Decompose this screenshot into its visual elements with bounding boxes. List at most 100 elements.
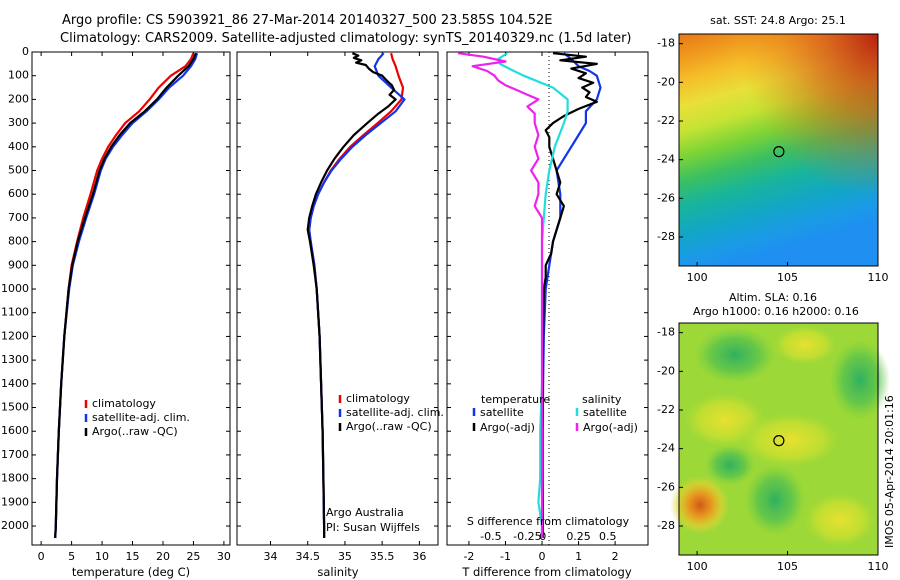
x-tick-label: -1 bbox=[500, 550, 511, 563]
legend-argo: Argo(..raw -QC) bbox=[92, 425, 178, 438]
legend-temperature-heading: temperature bbox=[481, 393, 550, 406]
lon-tick-label: 110 bbox=[868, 271, 889, 284]
temperature-xlabel: temperature (deg C) bbox=[72, 565, 190, 579]
x-tick-label: 34 bbox=[264, 550, 278, 563]
x-tick-label: 0 bbox=[38, 550, 45, 563]
legend-satellite-adj: satellite-adj. clim. bbox=[92, 411, 190, 424]
sla-title-line-1: Altim. SLA: 0.16 bbox=[729, 291, 817, 304]
x-tick-label: 35 bbox=[338, 550, 352, 563]
lat-tick-label: -24 bbox=[657, 442, 675, 455]
argo-australia-label: Argo Australia bbox=[326, 506, 404, 519]
series-argo-raw-qc- bbox=[306, 52, 397, 538]
x-tick-label: 2 bbox=[612, 550, 619, 563]
sla-map-axes: 100 105 110 -18 -20 -22 -24 -26 -28 bbox=[657, 326, 888, 573]
lat-tick-label: -18 bbox=[657, 326, 675, 339]
depth-tick-label: 1500 bbox=[1, 401, 29, 414]
difference-panel: -2 -1 0 1 2-0.5 -0.250 0.25 0.5 T difference fr… bbox=[446, 51, 649, 579]
argo-position-marker bbox=[773, 435, 785, 447]
s-diff-tick-label: 0.25 bbox=[566, 530, 591, 543]
depth-tick-label: 800 bbox=[8, 235, 29, 248]
sla-map-panel: Altim. SLA: 0.16 Argo h1000: 0.16 h2000:… bbox=[657, 291, 890, 573]
title-line-2: Climatology: CARS2009. Satellite-adjuste… bbox=[60, 31, 632, 46]
x-tick-label: 10 bbox=[95, 550, 109, 563]
salinity-panel: 34 34.5 35 35.5 36 salinity climatology sate… bbox=[236, 51, 444, 579]
difference-legend: temperature satellite Argo(-adj) salinit… bbox=[472, 393, 638, 434]
pi-label: PI: Susan Wijffels bbox=[326, 521, 420, 534]
legend-argo: Argo(..raw -QC) bbox=[346, 420, 432, 433]
legend-s-argo: Argo(-adj) bbox=[583, 421, 638, 434]
x-tick-label: 5 bbox=[68, 550, 75, 563]
depth-tick-label: 200 bbox=[8, 92, 29, 105]
legend-s-satellite: satellite bbox=[583, 406, 627, 419]
depth-tick-label: 0 bbox=[22, 45, 29, 58]
salinity-xlabel: salinity bbox=[317, 565, 358, 579]
depth-tick-label: 1300 bbox=[1, 353, 29, 366]
lat-tick-label: -26 bbox=[657, 191, 675, 204]
depth-tick-label: 1800 bbox=[1, 472, 29, 485]
x-tick-label: 0 bbox=[539, 550, 546, 563]
depth-tick-label: 1000 bbox=[1, 282, 29, 295]
legend-salinity-heading: salinity bbox=[582, 393, 622, 406]
legend-satellite-adj: satellite-adj. clim. bbox=[346, 406, 444, 419]
x-tick-label: 15 bbox=[126, 550, 140, 563]
depth-tick-label: 2000 bbox=[1, 519, 29, 532]
legend-t-argo: Argo(-adj) bbox=[480, 421, 535, 434]
x-tick-label: 36 bbox=[412, 550, 426, 563]
series-salinity-satellite bbox=[497, 52, 569, 538]
imos-timestamp: IMOS 05-Apr-2014 20:01:16 bbox=[883, 395, 896, 548]
x-tick-label: 20 bbox=[156, 550, 170, 563]
series-salinity-argo-adj- bbox=[457, 52, 544, 538]
sst-warm-region bbox=[679, 34, 878, 266]
x-tick-label: 30 bbox=[217, 550, 231, 563]
s-difference-label: S difference from climatology bbox=[467, 515, 630, 528]
sst-map-title: sat. SST: 24.8 Argo: 25.1 bbox=[710, 14, 846, 27]
difference-axes-frame bbox=[446, 51, 649, 546]
depth-tick-label: 1100 bbox=[1, 306, 29, 319]
s-diff-tick-label: -0.25 bbox=[513, 530, 541, 543]
x-tick-label: 1 bbox=[575, 550, 582, 563]
depth-tick-label: 1400 bbox=[1, 377, 29, 390]
s-diff-tick-label: 0.5 bbox=[599, 530, 617, 543]
lat-tick-label: -28 bbox=[657, 519, 675, 532]
salinity-depth-ticks bbox=[237, 51, 438, 527]
legend-climatology: climatology bbox=[92, 397, 156, 410]
lat-tick-label: -28 bbox=[657, 230, 675, 243]
legend-climatology: climatology bbox=[346, 392, 410, 405]
sst-map-panel: sat. SST: 24.8 Argo: 25.1 100 105 110 -18 -2… bbox=[657, 14, 888, 284]
salinity-x-axis: 34 34.5 35 35.5 36 bbox=[264, 52, 426, 563]
lat-tick-label: -20 bbox=[657, 364, 675, 377]
difference-series bbox=[457, 52, 602, 538]
difference-x-axis: -2 -1 0 1 2-0.5 -0.250 0.25 0.5 bbox=[463, 52, 619, 563]
x-tick-label: 34.5 bbox=[295, 550, 320, 563]
temperature-panel: 0100200300400500600700800900100011001200… bbox=[1, 45, 231, 579]
lat-tick-label: -20 bbox=[657, 75, 675, 88]
lon-tick-label: 110 bbox=[868, 560, 889, 573]
salinity-legend: climatology satellite-adj. clim. Argo(..… bbox=[338, 392, 444, 433]
depth-tick-label: 300 bbox=[8, 116, 29, 129]
t-difference-xlabel: T difference from climatology bbox=[461, 565, 632, 579]
x-tick-label: 35.5 bbox=[370, 550, 395, 563]
legend-t-satellite: satellite bbox=[480, 406, 524, 419]
lat-tick-label: -24 bbox=[657, 153, 675, 166]
temperature-series bbox=[54, 52, 199, 538]
sla-map-frame bbox=[678, 322, 879, 556]
lon-tick-label: 100 bbox=[687, 271, 708, 284]
sst-map-frame bbox=[678, 33, 879, 267]
lon-tick-label: 100 bbox=[687, 560, 708, 573]
sst-map-axes: 100 105 110 -18 -20 -22 -24 -26 -28 bbox=[657, 37, 888, 284]
salinity-axes-frame bbox=[236, 51, 439, 546]
temperature-legend: climatology satellite-adj. clim. Argo(..… bbox=[84, 397, 190, 438]
depth-tick-label: 400 bbox=[8, 140, 29, 153]
depth-tick-label: 700 bbox=[8, 211, 29, 224]
depth-tick-label: 1700 bbox=[1, 448, 29, 461]
x-tick-label: 25 bbox=[186, 550, 200, 563]
temperature-x-axis: 0 5 10 15 20 25 30 bbox=[38, 52, 231, 563]
depth-tick-label: 900 bbox=[8, 258, 29, 271]
sla-anomaly-blobs bbox=[670, 323, 890, 550]
depth-tick-label: 600 bbox=[8, 187, 29, 200]
lat-tick-label: -26 bbox=[657, 480, 675, 493]
series-argo-raw-qc- bbox=[54, 52, 197, 538]
difference-depth-ticks bbox=[447, 51, 648, 527]
lat-tick-label: -18 bbox=[657, 37, 675, 50]
depth-axis: 0 100 200 300 400 500 600 700 800 900 1000 1100 1200… bbox=[1, 45, 230, 532]
